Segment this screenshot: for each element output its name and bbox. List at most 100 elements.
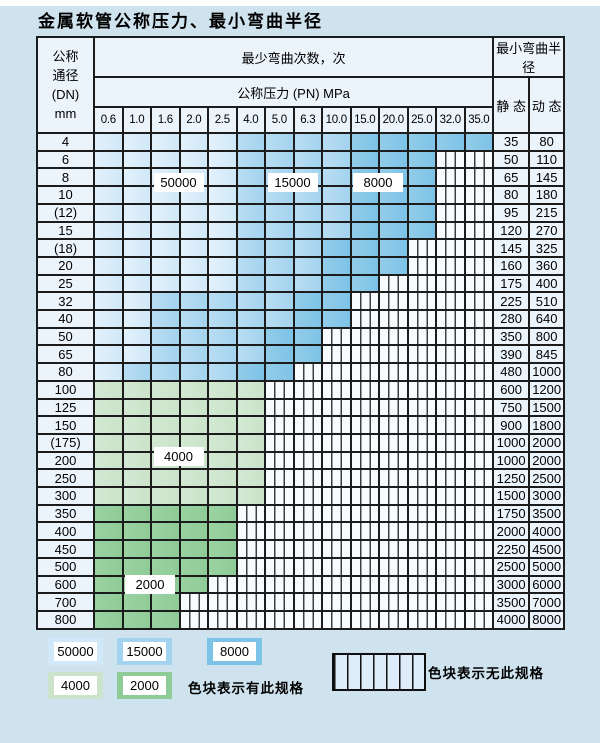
legend-swatch-label: 2000 [123,676,166,695]
no-spec-cell [349,539,380,559]
no-spec-cell [463,202,495,223]
no-spec-cell [406,362,437,382]
no-spec-cell [349,592,380,612]
static-radius-cell: 390 [492,344,531,365]
spec-cell-2000 [93,539,124,559]
no-spec-cell [235,539,266,559]
no-spec-cell [235,609,266,631]
legend-swatch-2000: 2000 [117,672,172,699]
spec-cell-8000 [349,149,380,170]
no-spec-cell [207,609,238,631]
spec-cell-8000 [349,220,380,241]
dynamic-radius-cell: 2000 [528,432,566,453]
spec-cell-15000 [121,362,152,382]
spec-cell-50000 [93,326,124,347]
no-spec-cell [321,503,352,524]
no-spec-cell [292,468,323,489]
spec-cell-8000 [321,273,352,294]
static-radius-cell: 225 [492,291,531,312]
no-spec-cell [463,309,495,329]
no-spec-cell [349,309,380,329]
pressure-tick: 6.3 [292,106,323,134]
header-row-2: 公称压力 (PN) MPa 静 态 动 态 [37,76,566,134]
static-radius-cell: 2000 [492,521,531,542]
no-spec-cell [406,344,437,365]
spec-cell-15000 [207,326,238,347]
dn-cell: (18) [36,238,95,258]
spec-cell-4000 [207,397,238,418]
no-spec-cell [264,503,295,524]
no-spec-cell [292,539,323,559]
spec-cell-50000 [207,202,238,223]
spec-cell-4000 [93,379,124,400]
no-spec-cell [292,503,323,524]
no-spec-cell [264,592,295,612]
spec-cell-50000 [93,344,124,365]
legend-swatch-label: 8000 [213,642,256,661]
no-spec-cell [406,450,437,471]
no-spec-cell [264,468,295,489]
no-spec-cell [321,415,352,435]
spec-cell-8000 [435,132,466,152]
spec-cell-8000 [321,309,352,329]
dynamic-radius-cell: 1200 [528,379,566,400]
no-spec-cell [178,609,209,631]
no-spec-cell [321,592,352,612]
spec-cell-15000 [321,220,352,241]
legend-swatch-4000: 4000 [48,672,103,699]
spec-cell-50000 [121,167,152,188]
no-spec-cell [292,521,323,542]
spec-cell-15000 [235,344,266,365]
no-spec-cell [406,255,437,276]
no-spec-cell [435,415,466,435]
dynamic-radius-cell: 3500 [528,503,566,524]
spec-cell-8000 [349,132,380,152]
no-spec-cell [435,450,466,471]
no-spec-cell [349,503,380,524]
dynamic-radius-cell: 7000 [528,592,566,612]
spec-cell-4000 [235,432,266,453]
spec-cell-4000 [150,415,181,435]
no-spec-cell [349,344,380,365]
no-spec-cell [321,379,352,400]
no-spec-cell [463,149,495,170]
no-spec-cell [463,167,495,188]
table-row: 40 280 640 [36,309,566,329]
legend-swatch-label: 4000 [54,676,97,695]
dn-cell: 800 [36,609,95,631]
spec-cell-4000 [93,450,124,471]
spec-cell-8000 [406,167,437,188]
spec-cell-8000 [321,238,352,258]
static-radius-cell: 1000 [492,450,531,471]
dynamic-radius-cell: 145 [528,167,566,188]
bend-times-header: 最少弯曲次数，次 [92,36,495,78]
no-spec-cell [349,362,380,382]
table-row: 25 175 400 [36,273,566,294]
no-spec-cell [463,379,495,400]
spec-cell-15000 [235,167,266,188]
spec-cell-15000 [150,326,181,347]
table-row: 600 3000 6000 [36,574,566,595]
no-spec-cell [349,291,380,312]
static-radius-cell: 175 [492,273,531,294]
spec-cell-8000 [292,291,323,312]
no-spec-cell [235,556,266,577]
no-spec-cell [435,220,466,241]
spec-cell-2000 [93,609,124,631]
table-row: 100 600 1200 [36,379,566,400]
no-spec-cell [264,415,295,435]
spec-cell-15000 [321,167,352,188]
no-spec-cell [463,415,495,435]
pressure-tick: 4.0 [235,106,266,134]
spec-cell-15000 [292,202,323,223]
static-radius-cell: 50 [492,149,531,170]
spec-cell-15000 [150,291,181,312]
spec-cell-8000 [264,344,295,365]
spec-cell-15000 [321,202,352,223]
no-spec-cell [321,521,352,542]
spec-cell-15000 [235,185,266,205]
dn-cell: 250 [36,468,95,489]
spec-cell-4000 [93,432,124,453]
no-spec-cell [435,397,466,418]
dynamic-radius-cell: 215 [528,202,566,223]
